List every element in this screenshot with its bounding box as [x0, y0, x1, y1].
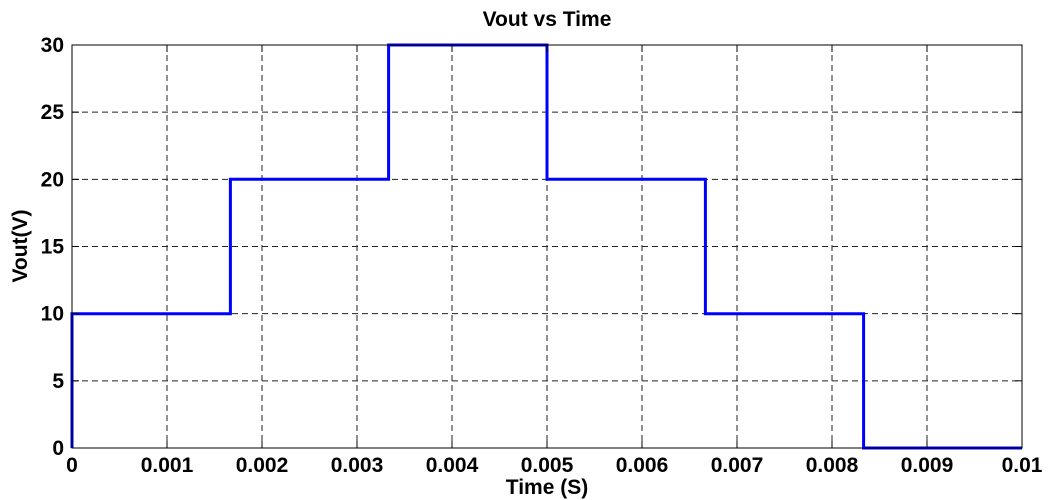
- y-tick-label: 25: [41, 101, 65, 124]
- y-tick-label: 0: [52, 437, 64, 460]
- x-tick-label: 0.006: [616, 454, 669, 477]
- axis-ticks: [71, 44, 1023, 449]
- x-tick-label: 0.005: [521, 454, 574, 477]
- x-tick-label: 0.004: [426, 454, 479, 477]
- x-tick-label: 0.001: [141, 454, 194, 477]
- x-tick-labels: 0 0.001 0.002 0.003 0.004 0.005 0.006 0.007 0.00…: [66, 454, 1043, 477]
- y-tick-label: 5: [52, 370, 64, 393]
- x-tick-label: 0.01: [1002, 454, 1043, 477]
- x-tick-label: 0.002: [236, 454, 289, 477]
- x-tick-label: 0.003: [331, 454, 384, 477]
- x-axis-title: Time (S): [506, 476, 588, 499]
- y-tick-label: 20: [41, 168, 64, 191]
- y-tick-labels: 0 5 10 15 20 25 30: [41, 34, 65, 460]
- x-tick-label: 0: [66, 454, 78, 477]
- x-tick-label: 0.007: [711, 454, 764, 477]
- y-axis-title: Vout(V): [9, 209, 32, 282]
- y-tick-label: 15: [41, 236, 65, 259]
- x-tick-label: 0.009: [901, 454, 954, 477]
- y-tick-label: 10: [41, 303, 64, 326]
- x-tick-label: 0.008: [806, 454, 859, 477]
- y-tick-label: 30: [41, 34, 64, 57]
- chart-title: Vout vs Time: [483, 8, 612, 31]
